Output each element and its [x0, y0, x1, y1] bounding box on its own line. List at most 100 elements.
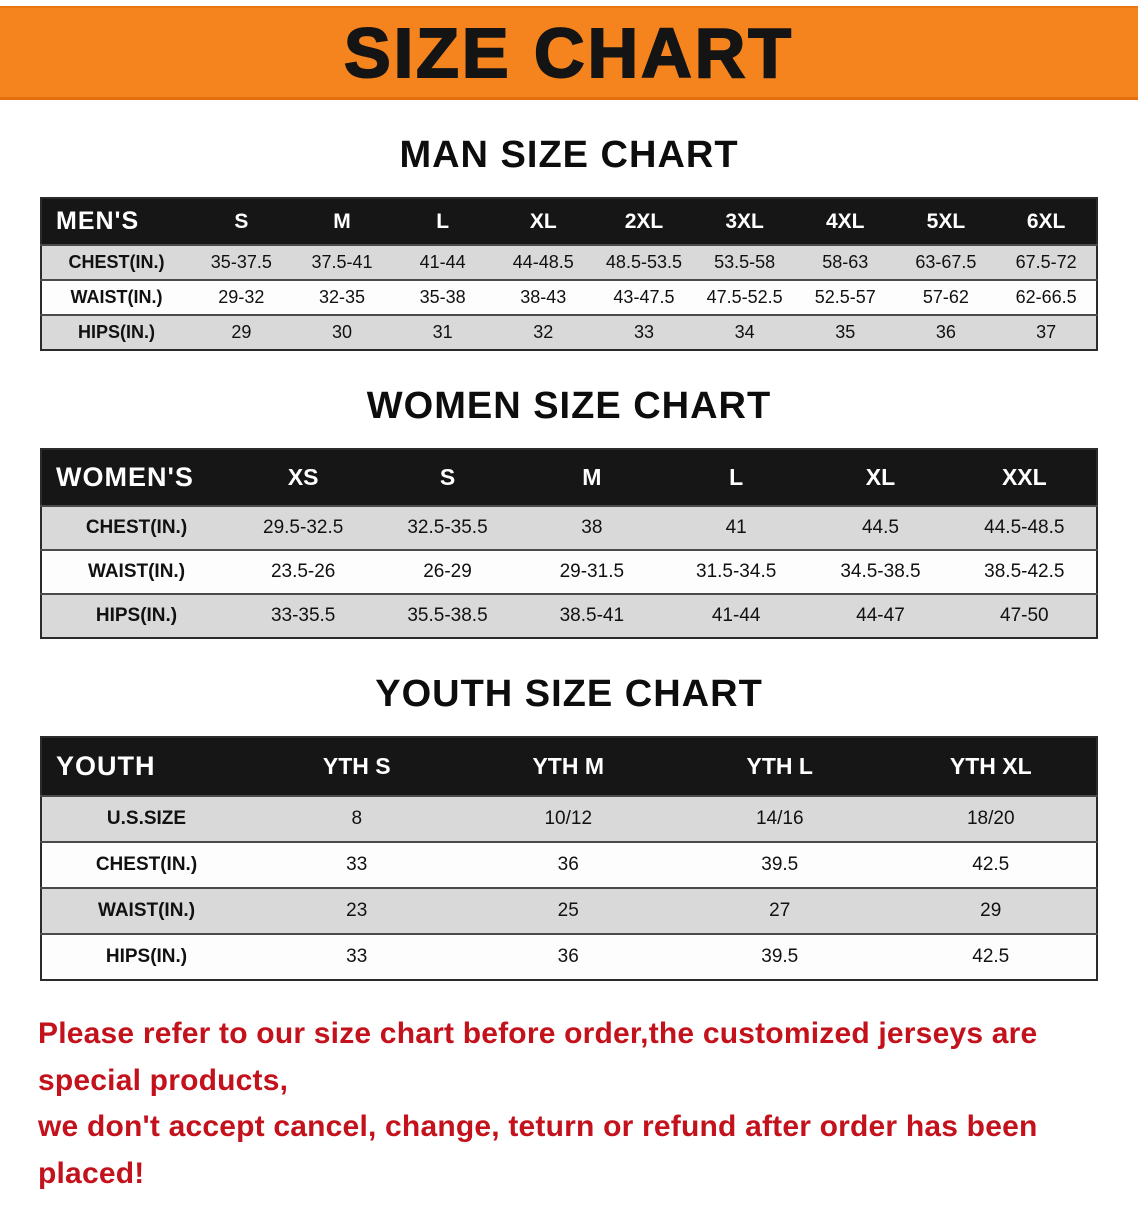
men-size-table: MEN'S S M L XL 2XL 3XL 4XL 5XL 6XL CHEST(IN.) 35-37…: [40, 197, 1098, 351]
size-value-cell: 10/12: [544, 808, 593, 829]
size-value-cell: 35.5-38.5: [407, 605, 488, 626]
women-section-heading: WOMEN SIZE CHART: [366, 385, 772, 427]
size-value-cell: 27: [769, 900, 791, 921]
size-column-header: YTH L: [746, 753, 813, 779]
size-value-cell: 25: [557, 900, 579, 921]
size-column-header: YTH S: [322, 753, 391, 779]
size-value-cell: 29-31.5: [559, 561, 625, 582]
size-value-cell: 33-35.5: [270, 605, 336, 626]
size-value-cell: 44-47: [856, 605, 905, 626]
table-group-label: WOMEN'S: [56, 462, 194, 492]
youth-size-table: YOUTH YTH S YTH M YTH L YTH XL U.S.SIZE 8 10/12…: [40, 736, 1098, 981]
size-column-header: XS: [287, 464, 319, 490]
size-value-cell: 36: [935, 322, 956, 342]
table-group-label: YOUTH: [56, 751, 156, 781]
size-value-cell: 38.5-42.5: [984, 561, 1065, 582]
table-row: WAIST(IN.) 23 25 27 29: [41, 888, 1097, 934]
size-value-cell: 48.5-53.5: [605, 252, 682, 272]
size-value-cell: 38: [581, 517, 603, 538]
size-column-header: YTH M: [532, 753, 605, 779]
size-value-cell: 29-32: [218, 287, 265, 307]
size-value-cell: 32: [533, 322, 554, 342]
size-value-cell: 44-48.5: [512, 252, 574, 272]
section-youth: YOUTH SIZE CHART YOUTH YTH S YTH M YTH L YTH…: [0, 673, 1138, 981]
measurement-label: CHEST(IN.): [95, 854, 198, 875]
size-value-cell: 37.5-41: [311, 252, 373, 272]
size-value-cell: 32-35: [318, 287, 365, 307]
section-men: MAN SIZE CHART MEN'S S M L XL 2XL 3XL 4XL 5XL 6XL…: [0, 134, 1138, 351]
measurement-label: CHEST(IN.): [68, 252, 165, 272]
size-value-cell: 47.5-52.5: [706, 287, 783, 307]
measurement-label: HIPS(IN.): [105, 946, 188, 967]
measurement-label: HIPS(IN.): [77, 322, 155, 342]
table-header-row: MEN'S S M L XL 2XL 3XL 4XL 5XL 6XL: [41, 198, 1097, 245]
size-column-header: 4XL: [826, 209, 865, 233]
size-column-header: XL: [529, 209, 557, 233]
size-value-cell: 39.5: [761, 854, 799, 875]
size-column-header: M: [582, 464, 602, 490]
size-value-cell: 33: [633, 322, 654, 342]
size-value-cell: 53.5-58: [714, 252, 776, 272]
table-row: CHEST(IN.) 29.5-32.5 32.5-35.5 38 41 44.5 44.5…: [41, 506, 1097, 550]
table-row: HIPS(IN.) 33 36 39.5 42.5: [41, 934, 1097, 980]
size-value-cell: 44.5-48.5: [984, 517, 1065, 538]
size-value-cell: 32.5-35.5: [407, 517, 488, 538]
table-row: U.S.SIZE 8 10/12 14/16 18/20: [41, 796, 1097, 842]
size-value-cell: 26-29: [423, 561, 472, 582]
size-column-header: 6XL: [1026, 209, 1066, 233]
size-value-cell: 37: [1036, 322, 1057, 342]
size-chart-banner: SIZE CHART: [0, 6, 1138, 100]
size-value-cell: 23.5-26: [270, 561, 336, 582]
size-value-cell: 38-43: [520, 287, 567, 307]
measurement-label: WAIST(IN.): [97, 900, 196, 921]
table-header-row: YOUTH YTH S YTH M YTH L YTH XL: [41, 737, 1097, 796]
table-row: CHEST(IN.) 35-37.5 37.5-41 41-44 44-48.5 48.5…: [41, 245, 1097, 280]
table-group-label: MEN'S: [56, 207, 140, 235]
size-value-cell: 31.5-34.5: [696, 561, 777, 582]
measurement-label: U.S.SIZE: [106, 808, 187, 829]
size-value-cell: 30: [331, 322, 352, 342]
size-value-cell: 8: [351, 808, 363, 829]
size-value-cell: 57-62: [922, 287, 969, 307]
size-value-cell: 41-44: [711, 605, 761, 626]
table-row: WAIST(IN.) 29-32 32-35 35-38 38-43 43-47.5 47.…: [41, 280, 1097, 315]
table-header-row: WOMEN'S XS S M L XL XXL: [41, 449, 1097, 506]
measurement-label: WAIST(IN.): [70, 287, 163, 307]
size-value-cell: 35: [835, 322, 856, 342]
size-value-cell: 43-47.5: [613, 287, 675, 307]
size-value-cell: 14/16: [755, 808, 804, 829]
size-value-cell: 47-50: [1000, 605, 1049, 626]
size-value-cell: 36: [557, 946, 579, 967]
size-column-header: 2XL: [624, 209, 664, 233]
youth-section-heading: YOUTH SIZE CHART: [375, 673, 763, 715]
size-value-cell: 58-63: [822, 252, 869, 272]
size-value-cell: 33: [346, 854, 368, 875]
size-value-cell: 29.5-32.5: [263, 517, 344, 538]
men-section-heading: MAN SIZE CHART: [399, 134, 739, 176]
size-value-cell: 41: [725, 517, 747, 538]
measurement-label: HIPS(IN.): [95, 605, 178, 626]
size-column-header: 5XL: [926, 209, 966, 233]
table-row: WAIST(IN.) 23.5-26 26-29 29-31.5 31.5-34.5 34…: [41, 550, 1097, 594]
size-column-header: XXL: [1001, 464, 1047, 490]
size-value-cell: 36: [557, 854, 579, 875]
size-value-cell: 39.5: [761, 946, 799, 967]
size-value-cell: 63-67.5: [915, 252, 977, 272]
size-value-cell: 18/20: [966, 808, 1015, 829]
size-value-cell: 38.5-41: [559, 605, 625, 626]
size-value-cell: 33: [346, 946, 368, 967]
size-value-cell: 29: [231, 322, 252, 342]
disclaimer-line-2: we don't accept cancel, change, teturn o…: [38, 1110, 1038, 1190]
women-size-table: WOMEN'S XS S M L XL XXL CHEST(IN.) 29.5-32.5 32.5…: [40, 448, 1098, 639]
size-column-header: M: [333, 209, 351, 233]
size-value-cell: 31: [432, 322, 453, 342]
size-column-header: S: [439, 464, 456, 490]
size-value-cell: 34: [734, 322, 755, 342]
size-column-header: XL: [865, 464, 896, 490]
measurement-label: CHEST(IN.): [85, 517, 188, 538]
table-row: HIPS(IN.) 29 30 31 32 33 34 35 36 37: [41, 315, 1097, 350]
order-disclaimer: Please refer to our size chart before or…: [38, 1011, 1100, 1197]
size-value-cell: 34.5-38.5: [840, 561, 921, 582]
size-value-cell: 44.5: [861, 517, 899, 538]
size-value-cell: 23: [346, 900, 368, 921]
